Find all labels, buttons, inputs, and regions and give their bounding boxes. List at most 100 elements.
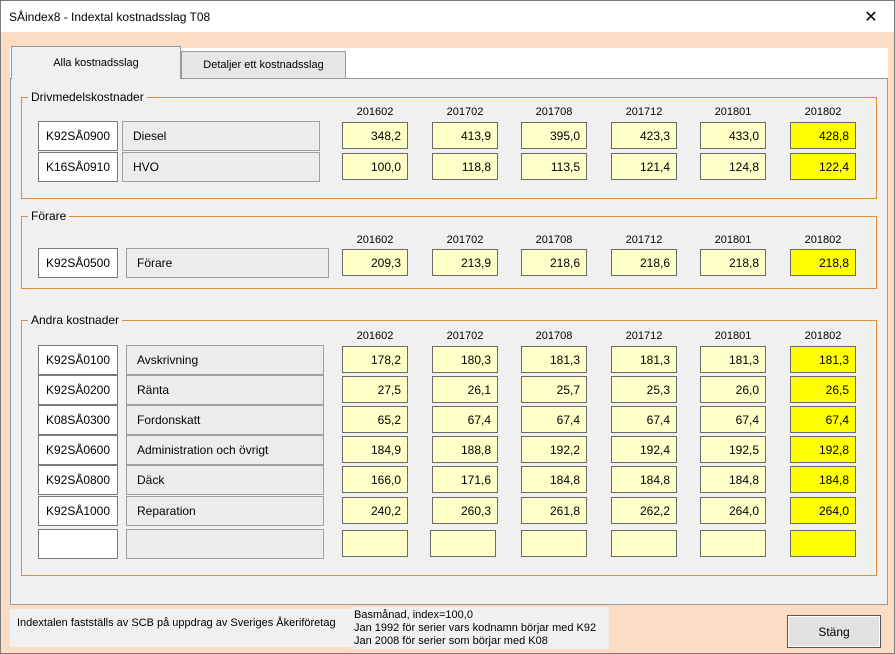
tab-detaljer-ett-kostnadsslag[interactable]: Detaljer ett kostnadsslag [181, 51, 346, 78]
index-value-field[interactable]: 184,8 [700, 466, 766, 493]
index-value-field[interactable]: 178,2 [342, 346, 408, 373]
index-value-field[interactable]: 26,0 [700, 376, 766, 403]
series-name-field[interactable]: Reparation [126, 496, 324, 526]
index-value-field[interactable] [611, 530, 677, 557]
footer-info-text: Indextalen fastställs av SCB på uppdrag … [10, 609, 351, 647]
index-value-field[interactable]: 181,3 [521, 346, 587, 373]
index-value-field[interactable]: 181,3 [790, 346, 856, 373]
index-value-field[interactable]: 260,3 [432, 497, 498, 524]
close-button[interactable]: Stäng [787, 615, 881, 648]
series-code-field[interactable]: K92SÅ1000 [38, 496, 118, 526]
index-value-field[interactable]: 262,2 [611, 497, 677, 524]
series-code-field[interactable]: K92SÅ0200 [38, 375, 118, 405]
close-icon[interactable]: ✕ [864, 8, 878, 26]
index-value-field[interactable]: 67,4 [521, 406, 587, 433]
index-value-field[interactable]: 428,8 [790, 122, 856, 149]
index-value-field[interactable]: 184,9 [342, 436, 408, 463]
index-value-field[interactable]: 348,2 [342, 122, 408, 149]
index-value-field[interactable]: 218,6 [611, 249, 677, 276]
index-value-field[interactable]: 218,6 [521, 249, 587, 276]
series-name-field[interactable]: Däck [126, 465, 324, 495]
index-value-field[interactable]: 261,8 [521, 497, 587, 524]
tab-strip: Alla kostnadsslag Detaljer ett kostnadss… [10, 46, 888, 79]
index-value-field[interactable]: 166,0 [342, 466, 408, 493]
index-value-field[interactable]: 27,5 [342, 376, 408, 403]
index-value-field[interactable]: 395,0 [521, 122, 587, 149]
index-value-field[interactable]: 25,3 [611, 376, 677, 403]
index-value-field[interactable]: 180,3 [432, 346, 498, 373]
period-header: 201712 [625, 234, 663, 246]
index-value-field[interactable]: 264,0 [790, 497, 856, 524]
footer-note: Jan 1992 för serier vars kodnamn börjar … [354, 622, 597, 634]
index-value-field[interactable]: 218,8 [700, 249, 766, 276]
index-value-field[interactable]: 25,7 [521, 376, 587, 403]
period-header: 201802 [804, 106, 842, 118]
index-value-field[interactable]: 192,2 [521, 436, 587, 463]
series-name-field[interactable]: Fordonskatt [126, 405, 324, 435]
index-value-field[interactable]: 423,3 [611, 122, 677, 149]
series-code-field[interactable]: K92SÅ0900 [38, 121, 118, 151]
period-header: 201708 [535, 106, 573, 118]
index-value-field[interactable]: 181,3 [611, 346, 677, 373]
series-name-field[interactable]: Administration och övrigt [126, 435, 324, 465]
series-name-field[interactable]: Diesel [122, 121, 320, 151]
index-value-field[interactable]: 413,9 [432, 122, 498, 149]
series-code-field[interactable]: K92SÅ0800 [38, 465, 118, 495]
index-value-field[interactable]: 113,5 [521, 153, 587, 180]
index-value-field[interactable] [430, 530, 496, 557]
series-code-field[interactable]: K08SÅ0300 [38, 405, 118, 435]
series-code-field[interactable] [38, 529, 118, 559]
group-title: Drivmedelskostnader [28, 90, 147, 104]
series-name-field[interactable]: Ränta [126, 375, 324, 405]
index-value-field[interactable]: 124,8 [700, 153, 766, 180]
group-title: Förare [28, 209, 70, 223]
index-value-field[interactable]: 26,5 [790, 376, 856, 403]
index-value-field[interactable] [700, 530, 766, 557]
period-header: 201602 [356, 234, 394, 246]
index-value-field[interactable]: 192,8 [790, 436, 856, 463]
index-value-field[interactable]: 433,0 [700, 122, 766, 149]
index-value-field[interactable]: 67,4 [700, 406, 766, 433]
index-value-field[interactable] [521, 530, 587, 557]
index-value-field[interactable]: 188,8 [432, 436, 498, 463]
index-value-field[interactable]: 192,5 [700, 436, 766, 463]
series-code-field[interactable]: K92SÅ0500 [38, 248, 118, 278]
index-value-field[interactable]: 67,4 [790, 406, 856, 433]
index-value-field[interactable]: 181,3 [700, 346, 766, 373]
index-value-field[interactable]: 100,0 [342, 153, 408, 180]
index-value-field[interactable]: 184,8 [611, 466, 677, 493]
index-value-field[interactable] [790, 530, 856, 557]
index-value-field[interactable]: 264,0 [700, 497, 766, 524]
tab-panel: Drivmedelskostnader 201602 201702 201708 201… [10, 78, 888, 605]
window-title: SÅindex8 - Indextal kostnadsslag T08 [9, 9, 211, 24]
series-name-field[interactable]: Avskrivning [126, 345, 324, 375]
index-value-field[interactable]: 192,4 [611, 436, 677, 463]
index-value-field[interactable]: 171,6 [432, 466, 498, 493]
index-value-field[interactable]: 26,1 [432, 376, 498, 403]
index-value-field[interactable]: 121,4 [611, 153, 677, 180]
index-value-field[interactable]: 65,2 [342, 406, 408, 433]
period-header: 201702 [446, 234, 484, 246]
index-value-field[interactable]: 67,4 [611, 406, 677, 433]
index-value-field[interactable]: 209,3 [342, 249, 408, 276]
series-name-field[interactable] [126, 529, 324, 559]
index-value-field[interactable]: 67,4 [432, 406, 498, 433]
series-code-field[interactable]: K92SÅ0100 [38, 345, 118, 375]
index-value-field[interactable]: 184,8 [521, 466, 587, 493]
tab-alla-kostnadsslag[interactable]: Alla kostnadsslag [11, 46, 181, 79]
series-name-field[interactable]: HVO [122, 152, 320, 182]
series-code-field[interactable]: K16SÅ0910 [38, 152, 118, 182]
series-name-field[interactable]: Förare [126, 248, 329, 278]
index-value-field[interactable]: 218,8 [790, 249, 856, 276]
index-value-field[interactable]: 118,8 [432, 153, 498, 180]
period-header: 201802 [804, 330, 842, 342]
index-value-field[interactable]: 213,9 [432, 249, 498, 276]
index-value-field[interactable]: 184,8 [790, 466, 856, 493]
group-title: Andra kostnader [28, 313, 123, 327]
group-box: Förare [21, 209, 877, 289]
index-value-field[interactable]: 240,2 [342, 497, 408, 524]
index-value-field[interactable]: 122,4 [790, 153, 856, 180]
index-value-field[interactable] [342, 530, 408, 557]
series-code-field[interactable]: K92SÅ0600 [38, 435, 118, 465]
